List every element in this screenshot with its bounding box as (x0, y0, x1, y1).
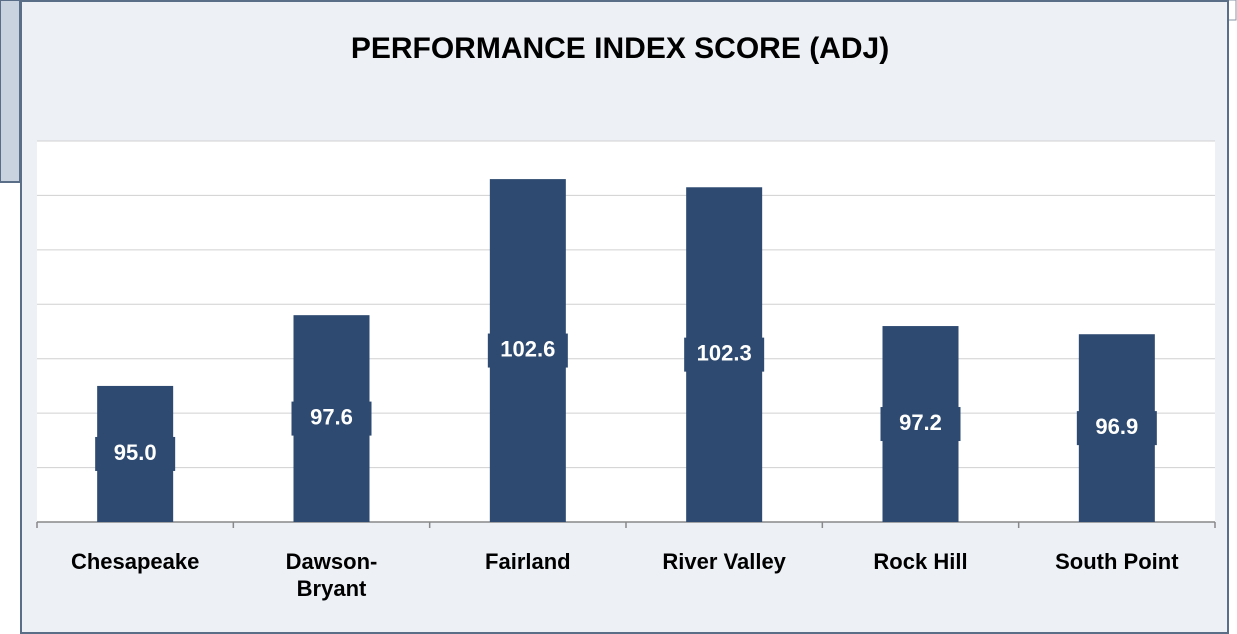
value-label: 97.6 (310, 404, 353, 429)
value-label-box (684, 337, 765, 372)
x-tick-label: Fairland (485, 549, 571, 574)
x-tick-label: Chesapeake (70, 549, 200, 574)
side-panel (0, 0, 21, 183)
value-label-box (880, 407, 961, 442)
value-label: 96.9 (1095, 414, 1138, 439)
value-label: 102.3 (697, 340, 752, 365)
chart-title: PERFORMANCE INDEX SCORE (ADJ) (351, 32, 889, 65)
value-label-box (95, 436, 176, 471)
value-label: 95.0 (114, 440, 157, 465)
x-tick-label: Rock Hill (873, 549, 968, 574)
x-tick-label: River Valley (662, 549, 786, 574)
value-label: 102.6 (500, 336, 555, 361)
value-label-box (487, 333, 568, 368)
plot-area (37, 141, 1215, 522)
value-label-box (1076, 411, 1157, 446)
value-label-box (291, 401, 372, 436)
x-tick-label: Dawson-Bryant (285, 549, 378, 601)
x-tick-label: South Point (1055, 549, 1179, 574)
value-label: 97.2 (899, 410, 942, 435)
